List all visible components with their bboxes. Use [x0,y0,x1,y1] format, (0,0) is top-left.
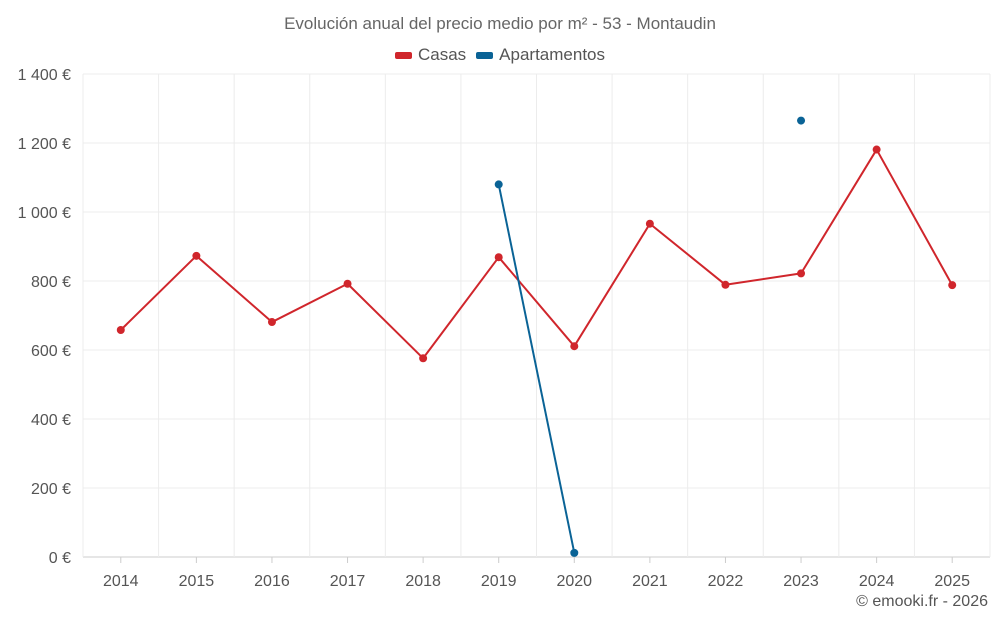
data-point-casas [645,219,654,228]
x-tick-label: 2019 [481,573,517,590]
data-point-casas [494,253,503,262]
legend-swatch-apartamentos [476,51,494,59]
x-tick-label: 2021 [632,573,668,590]
credit-text: © emooki.fr - 2026 [856,593,988,610]
legend-label-casas: Casas [417,45,467,64]
legend-swatch-casas [394,51,412,59]
data-point-casas [570,342,579,351]
x-tick-label: 2025 [934,573,970,590]
data-point-casas [267,318,276,327]
data-point-apartamentos [570,548,579,557]
x-tick-label: 2015 [179,573,215,590]
y-tick-label: 200 € [31,481,71,498]
x-tick-label: 2014 [103,573,139,590]
y-tick-label: 1 000 € [18,205,71,222]
y-tick-label: 1 200 € [18,136,71,153]
y-tick-label: 800 € [31,274,71,291]
x-tick-label: 2016 [254,573,290,590]
legend: Casas Apartamentos [0,45,1000,65]
y-tick-label: 400 € [31,412,71,429]
x-tick-label: 2023 [783,573,819,590]
x-tick-label: 2024 [859,573,895,590]
legend-label-apartamentos: Apartamentos [499,45,606,64]
legend-item-apartamentos[interactable]: Apartamentos [476,45,605,65]
data-point-apartamentos [797,116,806,125]
x-tick-label: 2018 [405,573,441,590]
data-point-casas [116,325,125,334]
data-point-casas [419,354,428,363]
y-tick-label: 0 € [49,550,71,567]
chart-title: Evolución anual del precio medio por m² … [284,14,716,33]
x-tick-label: 2020 [556,573,592,590]
y-tick-label: 1 400 € [18,67,71,84]
x-tick-label: 2022 [708,573,744,590]
y-tick-label: 600 € [31,343,71,360]
data-point-apartamentos [494,180,503,189]
data-point-casas [721,280,730,289]
series-line-casas [120,148,954,360]
x-tick-label: 2017 [330,573,366,590]
data-point-casas [192,251,201,260]
data-point-casas [343,279,352,288]
series-line-apartamentos [497,184,576,554]
legend-item-casas[interactable]: Casas [394,45,467,65]
data-point-casas [797,269,806,278]
data-point-casas [948,281,957,290]
data-point-casas [872,145,881,154]
